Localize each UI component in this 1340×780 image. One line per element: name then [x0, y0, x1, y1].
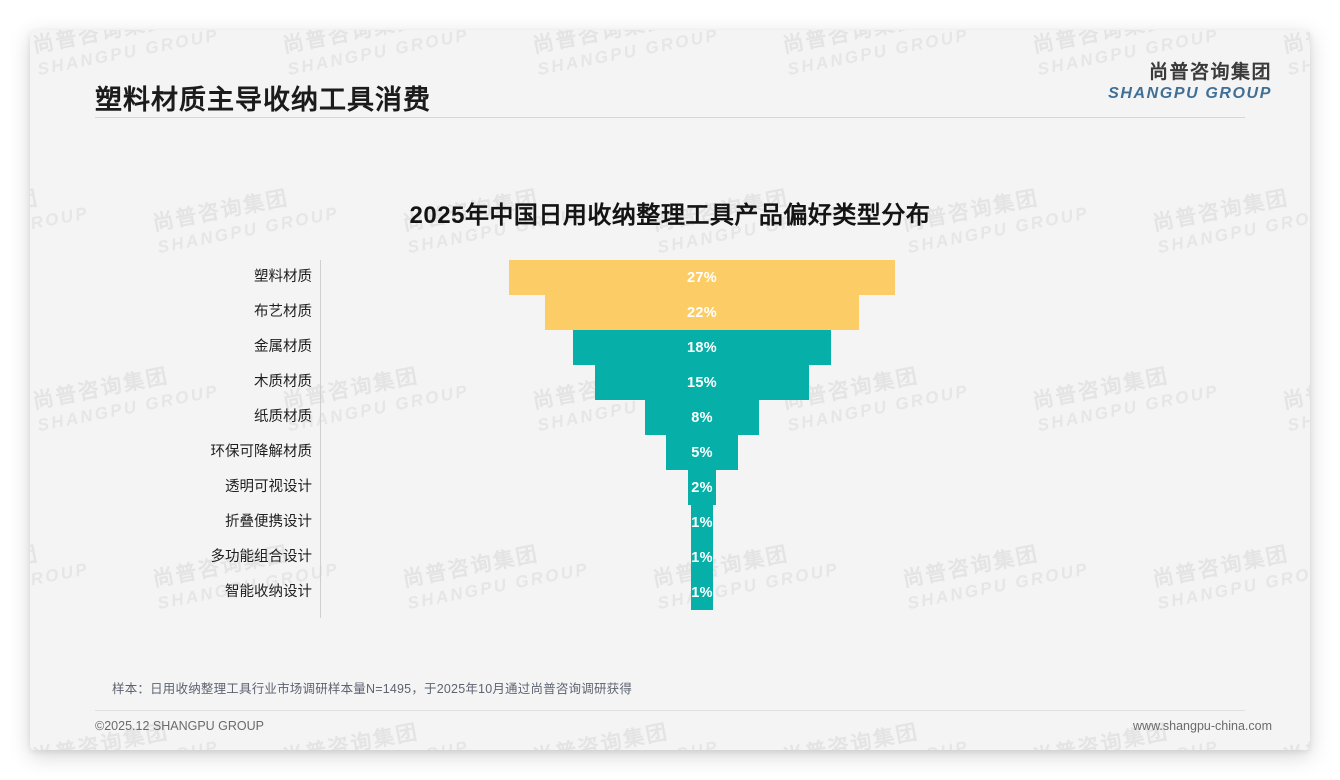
bar-category-label: 折叠便携设计 [225, 514, 312, 530]
funnel-bar-row: 布艺材质 22% [30, 295, 1310, 330]
bar-category-label: 木质材质 [254, 374, 312, 390]
footer-website-link[interactable]: www.shangpu-china.com [1133, 719, 1272, 733]
bar-category-label: 多功能组合设计 [210, 549, 313, 565]
chart-title: 2025年中国日用收纳整理工具产品偏好类型分布 [409, 202, 931, 229]
funnel-bar-row: 智能收纳设计 1% [30, 575, 1310, 610]
bar-value-label: 1% [691, 514, 713, 531]
bar-category-label: 环保可降解材质 [210, 444, 313, 460]
funnel-bar[interactable]: 1% [691, 575, 713, 610]
funnel-bar-row: 透明可视设计 2% [30, 470, 1310, 505]
funnel-bar[interactable]: 1% [691, 505, 713, 540]
chart-area: 2025年中国日用收纳整理工具产品偏好类型分布 塑料材质 27% 布艺材质 22% 金属… [30, 120, 1310, 660]
funnel-bar[interactable]: 1% [691, 540, 713, 575]
funnel-bar[interactable]: 8% [644, 400, 760, 435]
bar-value-label: 8% [691, 409, 713, 426]
bar-value-label: 15% [687, 374, 717, 391]
bar-category-label: 布艺材质 [254, 304, 312, 320]
funnel-bar[interactable]: 5% [666, 435, 738, 470]
funnel-bar[interactable]: 2% [687, 470, 717, 505]
slide-card: 尚普咨询集团 SHANGPU GROUP 尚普咨询集团 SHANGPU GROUP 尚普… [30, 30, 1310, 750]
footer-copyright: ©2025.12 SHANGPU GROUP [95, 719, 264, 733]
funnel-chart-plot: 塑料材质 27% 布艺材质 22% 金属材质 18% 木质材质 15% 纸质材质 8% 环保可降解材… [30, 260, 1310, 635]
bar-value-label: 18% [687, 339, 717, 356]
bar-category-label: 金属材质 [254, 339, 312, 355]
funnel-bar-row: 金属材质 18% [30, 330, 1310, 365]
category-axis-line [320, 260, 321, 618]
funnel-bar-row: 木质材质 15% [30, 365, 1310, 400]
bar-category-label: 纸质材质 [254, 409, 312, 425]
funnel-bar-row: 塑料材质 27% [30, 260, 1310, 295]
funnel-bar-row: 多功能组合设计 1% [30, 540, 1310, 575]
slide-footer: ©2025.12 SHANGPU GROUP www.shangpu-china… [30, 710, 1310, 750]
slide-header: 塑料材质主导收纳工具消费 尚普咨询集团 SHANGPU GROUP [30, 30, 1310, 120]
bar-category-label: 智能收纳设计 [225, 584, 312, 600]
brand-logo: 尚普咨询集团 SHANGPU GROUP [1108, 62, 1272, 103]
funnel-bar-row: 纸质材质 8% [30, 400, 1310, 435]
funnel-bar[interactable]: 18% [573, 330, 831, 365]
funnel-bar-row: 环保可降解材质 5% [30, 435, 1310, 470]
bar-value-label: 22% [687, 304, 717, 321]
bar-value-label: 1% [691, 549, 713, 566]
bar-value-label: 27% [687, 269, 717, 286]
bar-category-label: 塑料材质 [254, 269, 312, 285]
bar-value-label: 5% [691, 444, 713, 461]
funnel-bar-row: 折叠便携设计 1% [30, 505, 1310, 540]
header-divider [95, 117, 1245, 118]
footnote-text: 样本：日用收纳整理工具行业市场调研样本量N=1495，于2025年10月通过尚普… [112, 682, 633, 696]
funnel-bar[interactable]: 22% [544, 295, 860, 330]
funnel-bar[interactable]: 15% [594, 365, 810, 400]
brand-logo-cn: 尚普咨询集团 [1148, 62, 1272, 83]
bar-value-label: 1% [691, 584, 713, 601]
funnel-bar[interactable]: 27% [508, 260, 896, 295]
brand-logo-en: SHANGPU GROUP [1108, 85, 1272, 103]
bar-category-label: 透明可视设计 [225, 479, 312, 495]
page-title: 塑料材质主导收纳工具消费 [95, 85, 431, 115]
footnote-divider [95, 710, 1245, 711]
bar-value-label: 2% [691, 479, 713, 496]
